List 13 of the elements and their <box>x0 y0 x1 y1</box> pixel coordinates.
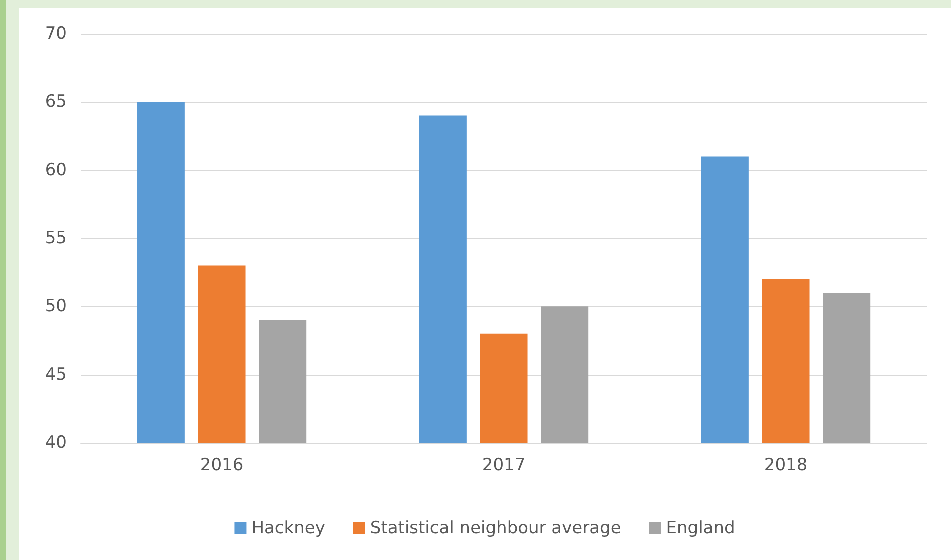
y-tick-label: 55 <box>45 228 67 248</box>
y-tick-label: 60 <box>45 160 67 180</box>
x-tick-label: 2017 <box>482 456 526 476</box>
y-tick-label: 70 <box>45 24 67 44</box>
y-tick-label: 45 <box>45 364 67 385</box>
legend-label: England <box>666 518 736 538</box>
x-tick-label: 2016 <box>200 456 244 476</box>
y-tick-label: 50 <box>45 296 67 317</box>
legend-label: Hackney <box>252 518 326 538</box>
x-tick-label: 2018 <box>764 456 808 476</box>
y-tick-label: 40 <box>45 433 67 453</box>
y-tick-label: 65 <box>45 92 67 112</box>
legend-label: Statistical neighbour average <box>370 518 622 538</box>
